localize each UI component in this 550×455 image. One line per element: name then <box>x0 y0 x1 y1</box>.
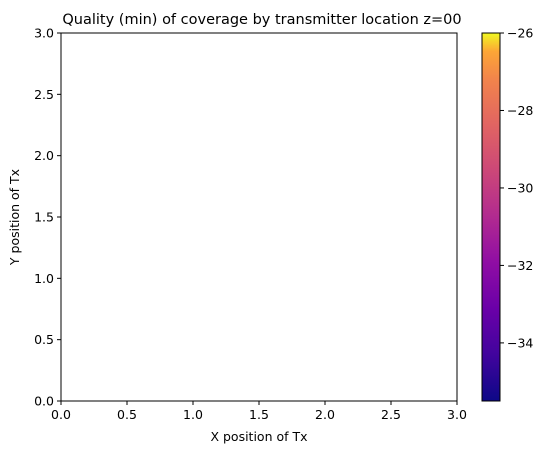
x-axis-label: X position of Tx <box>210 429 307 444</box>
chart-title: Quality (min) of coverage by transmitter… <box>62 12 461 28</box>
y-axis: 0.0 0.5 1.0 1.5 2.0 2.5 3.0 <box>34 26 61 409</box>
plot-frame <box>60 32 458 402</box>
x-tick-label: 1.5 <box>249 407 269 422</box>
x-tick-label: 1.0 <box>183 407 203 422</box>
x-axis: 0.0 0.5 1.0 1.5 2.0 2.5 3.0 <box>51 401 467 422</box>
y-tick-label: 0.0 <box>34 394 54 409</box>
y-tick-label: 0.5 <box>34 332 54 347</box>
colorbar-tick-label: −26 <box>507 26 533 41</box>
y-tick-label: 1.0 <box>34 271 54 286</box>
colorbar-tick-label: −30 <box>507 180 533 195</box>
plot-area: 0.0 0.5 1.0 1.5 2.0 2.5 3.0 0.0 0.5 1.0 1.5 2.0 2.5… <box>34 26 467 423</box>
colorbar-ticks: −34 −32 −30 −28 −26 <box>500 26 533 350</box>
colorbar-tick-label: −34 <box>507 335 533 350</box>
y-tick-label: 2.0 <box>34 148 54 163</box>
colorbar-gradient <box>481 32 501 402</box>
x-tick-label: 2.5 <box>381 407 401 422</box>
x-tick-label: 0.5 <box>117 407 137 422</box>
x-tick-label: 3.0 <box>447 407 467 422</box>
colorbar-tick-label: −28 <box>507 103 533 118</box>
y-tick-label: 3.0 <box>34 26 54 41</box>
y-tick-label: 2.5 <box>34 87 54 102</box>
x-tick-label: 2.0 <box>315 407 335 422</box>
colorbar: −34 −32 −30 −28 −26 <box>481 26 533 402</box>
colorbar-tick-label: −32 <box>507 258 533 273</box>
y-tick-label: 1.5 <box>34 210 54 225</box>
x-tick-label: 0.0 <box>51 407 71 422</box>
y-axis-label: Y position of Tx <box>7 169 22 266</box>
